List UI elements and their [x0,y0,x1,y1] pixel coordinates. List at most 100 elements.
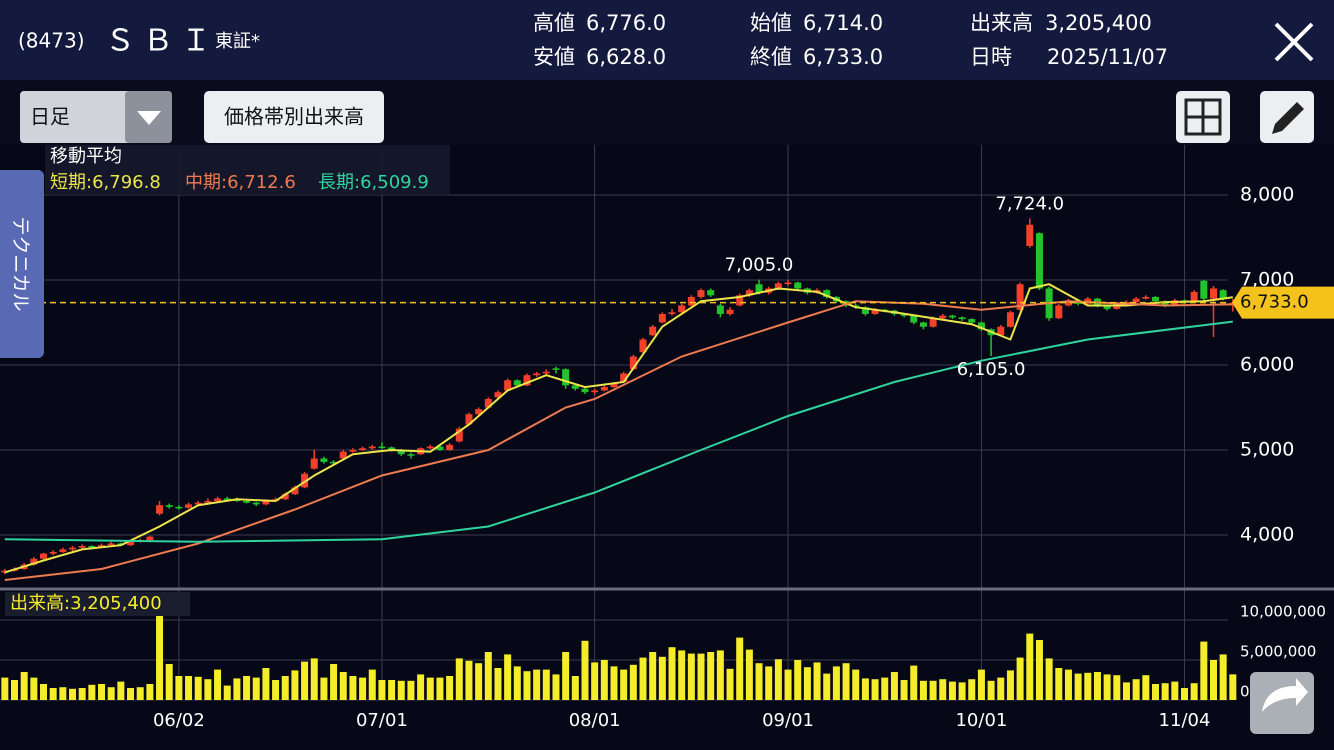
period-label[interactable]: 日足 [30,105,70,129]
x-tick-label: 11/04 [1159,710,1211,731]
volume-bar [484,652,492,700]
tab-bg[interactable] [0,170,44,358]
volume-bar [475,663,483,700]
candle-body [330,461,338,464]
candle-body [958,317,966,320]
candle-body [900,313,908,316]
share-icon[interactable] [1262,678,1308,712]
volume-bar [987,680,995,700]
layout-button[interactable] [1176,91,1230,143]
volume-bar [900,680,908,700]
candle-body [513,380,521,386]
candle-body [1035,233,1043,289]
share-button[interactable] [1250,672,1314,734]
volume-bar [1093,672,1101,700]
candle-body [504,380,512,391]
ma-line [4,283,1233,574]
volume-bar [368,669,376,700]
volume-bar [813,662,821,700]
x-tick-label: 07/01 [356,710,408,731]
candle-body [204,500,212,503]
volume-bar [1074,673,1082,700]
volume-bar [223,685,231,700]
x-tick-label: 09/01 [762,710,814,731]
volume-bar [281,676,289,700]
candle-body [1151,296,1159,302]
volume-bar [20,672,28,700]
volume-bar [11,680,19,700]
volume-bar [871,679,879,700]
candle-body [78,546,86,548]
volume-bar [939,679,947,700]
header-bar [0,0,1334,80]
share-bg[interactable] [1250,672,1314,734]
toolbar [0,80,1334,145]
volume-bar [736,637,744,700]
button-bg[interactable] [204,91,384,143]
close-icon[interactable] [1274,22,1314,62]
candle-body [948,315,956,318]
volume-bar [98,684,106,700]
volume-bar [513,666,521,700]
candle-body [455,428,463,442]
volume-bar [1055,668,1063,700]
volume-bar [252,677,260,700]
candle-body [378,446,386,449]
volume-bar [1219,654,1227,700]
candle-body [929,318,937,327]
volume-bar [378,680,386,700]
volume-bar [320,677,328,700]
candle-body [301,473,309,488]
candle-body [1103,305,1111,309]
candle-body [194,502,202,505]
volume-bar [600,660,608,700]
legend-entry: 中期:6,712.6 [185,172,296,193]
volume-bar [977,669,985,700]
volume-bar [852,669,860,700]
volume-profile-button[interactable]: 価格帯別出来高 [204,91,384,143]
period-select[interactable]: 日足 [20,91,172,143]
button-label[interactable]: 価格帯別出来高 [224,105,364,129]
pencil-icon[interactable] [1272,102,1304,134]
candle-body [281,494,289,500]
candle-body [668,312,676,314]
candle-body [49,551,57,554]
stat-value: 6,714.0 [803,11,883,35]
legend-entry: 短期:6,796.8 [50,172,161,193]
grid-icon[interactable] [1184,98,1222,136]
volume-bar [156,596,164,700]
volume-bar [1064,669,1072,700]
legend-entry: 長期:6,509.9 [318,172,429,193]
candle-body [107,543,115,546]
volume-bar [88,684,96,700]
y-tick-label: 4,000 [1240,523,1294,545]
volume-bar [1122,682,1130,700]
volume-bar [842,663,850,700]
stat-value: 3,205,400 [1045,11,1152,35]
volume-bar [214,669,222,700]
technical-tab[interactable]: テクニカル [0,170,44,358]
draw-button[interactable] [1260,91,1314,143]
candle-body [784,282,792,285]
volume-bar [436,677,444,700]
candle-body [1016,284,1024,310]
stat-label: 終値 [750,45,792,69]
candle-body [707,290,715,296]
y-tick-label: 10,000,000 [1240,603,1326,621]
select-arrow[interactable] [137,111,161,125]
volume-bar [388,680,396,700]
close-button[interactable] [1274,22,1314,62]
volume-bar [581,640,589,700]
candle-body [678,305,686,313]
volume-bar [610,666,618,700]
volume-bar [426,677,434,700]
candle-body [939,315,947,319]
candle-body [745,290,753,296]
candle-body [475,409,483,415]
volume-bar [552,674,560,700]
volume-bar [639,657,647,700]
volume-bar [832,666,840,700]
volume-bar [465,660,473,700]
tab-label[interactable]: テクニカル [10,216,32,311]
